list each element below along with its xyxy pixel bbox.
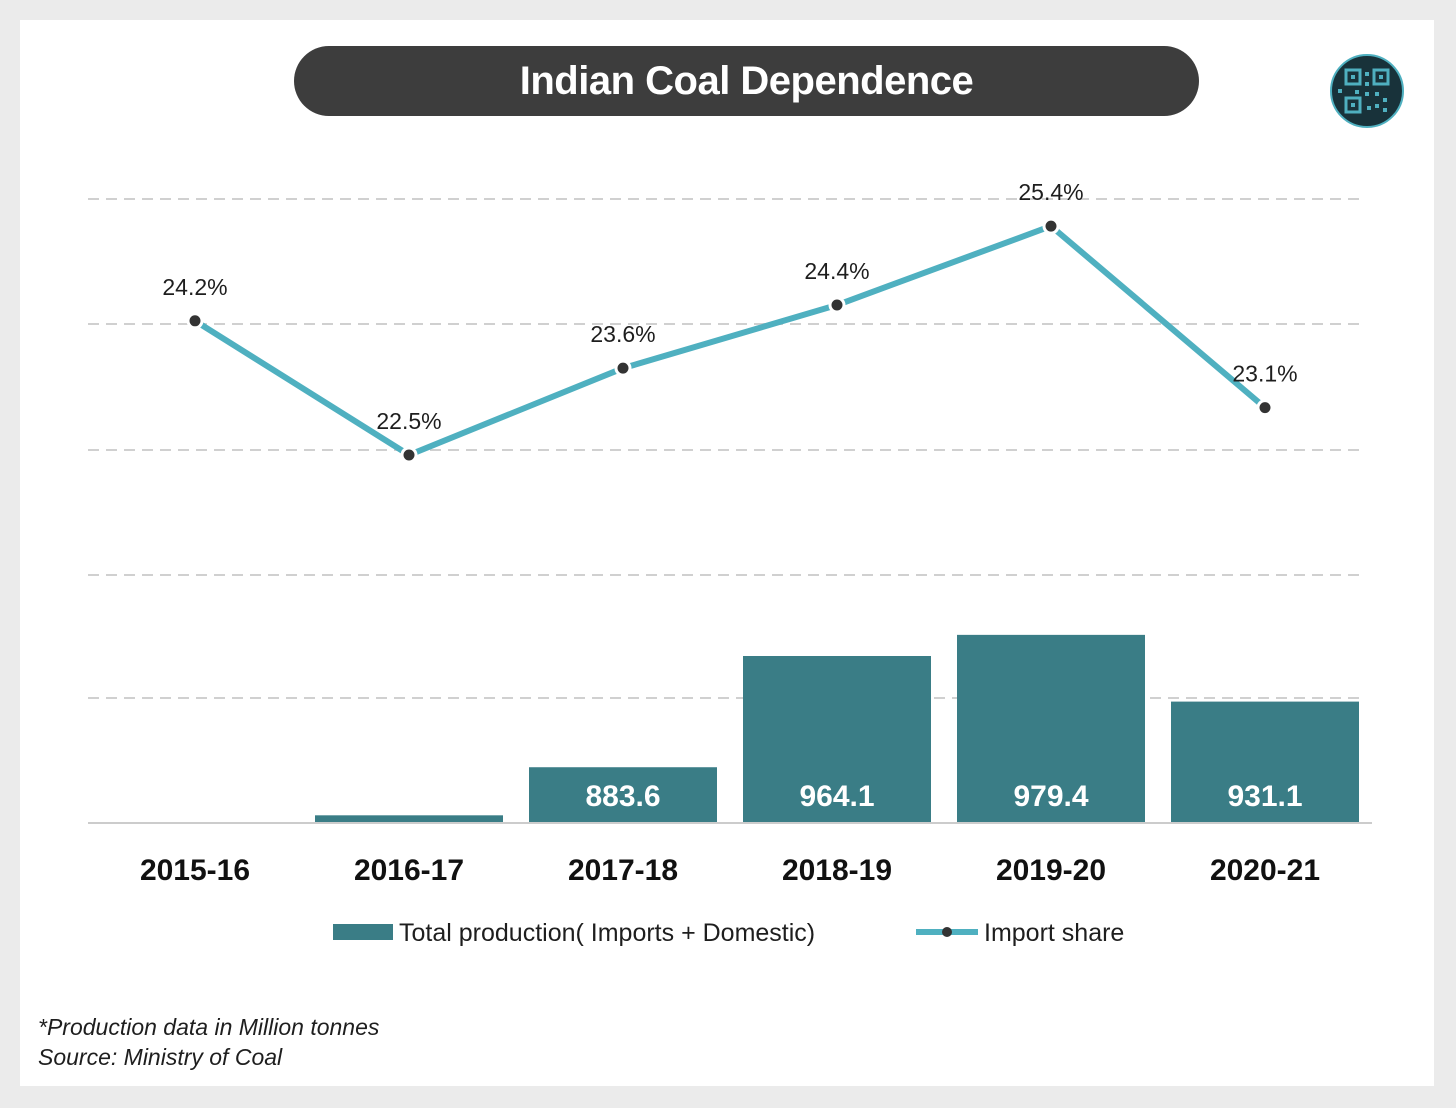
bar-value-label-2018-19: 964.1 — [799, 780, 874, 813]
bar-value-label-2020-21: 931.1 — [1227, 780, 1302, 813]
x-tick-label-2018-19: 2018-19 — [782, 854, 892, 887]
legend-marker-import-share — [942, 927, 952, 937]
x-tick-label-2016-17: 2016-17 — [354, 854, 464, 887]
legend-label-production: Total production( Imports + Domestic) — [399, 919, 815, 947]
x-tick-label-2020-21: 2020-21 — [1210, 854, 1320, 887]
bar-2019-20 — [957, 634, 1145, 823]
import-share-point-2020-21 — [1256, 399, 1274, 417]
import-share-point-2015-16 — [186, 312, 204, 330]
chart-card — [20, 20, 1434, 1086]
import-share-label-2017-18: 23.6% — [590, 321, 655, 347]
bar-value-label-2015-16: 843.2 — [157, 780, 232, 813]
x-tick-label-2019-20: 2019-20 — [996, 854, 1106, 887]
bar-2016-17 — [315, 815, 503, 823]
bar-2018-19 — [743, 656, 931, 823]
import-share-point-2018-19 — [828, 296, 846, 314]
import-share-point-2017-18 — [614, 359, 632, 377]
import-share-line — [192, 223, 1268, 458]
unit-footnote: *Production data in Million tonnes — [38, 1014, 380, 1040]
x-tick-label-2015-16: 2015-16 — [140, 854, 250, 887]
bar-value-label-2017-18: 883.6 — [585, 780, 660, 813]
bar-2017-18 — [529, 767, 717, 823]
legend-swatch-production — [333, 924, 393, 940]
import-share-point-2019-20 — [1042, 217, 1060, 235]
import-share-label-2020-21: 23.1% — [1232, 361, 1297, 387]
import-share-point-2016-17 — [400, 446, 418, 464]
import-share-label-2018-19: 24.4% — [804, 258, 869, 284]
import-share-label-2016-17: 22.5% — [376, 408, 441, 434]
bar-value-label-2016-17: 848.8 — [371, 780, 446, 813]
import-share-label-2019-20: 25.4% — [1018, 179, 1083, 205]
x-tick-label-2017-18: 2017-18 — [568, 854, 678, 887]
bar-value-label-2019-20: 979.4 — [1013, 780, 1088, 813]
bar-2020-21 — [1171, 701, 1359, 823]
source-footnote: Source: Ministry of Coal — [38, 1044, 283, 1070]
chart-title: Indian Coal Dependence — [294, 46, 1199, 116]
legend-label-import-share: Import share — [984, 919, 1124, 947]
import-share-label-2015-16: 24.2% — [162, 274, 227, 300]
qr-code-icon — [1330, 54, 1404, 128]
